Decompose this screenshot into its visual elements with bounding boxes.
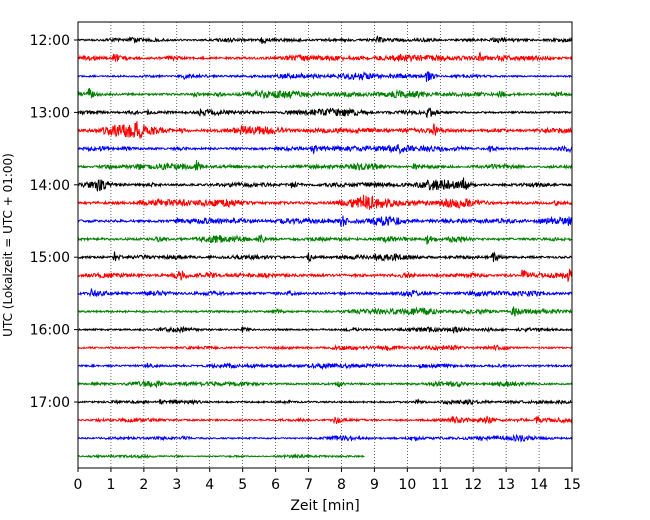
trace-1430 [77,215,573,227]
seismic-traces [77,35,573,460]
trace-1515 [77,268,573,282]
trace-1300 [77,107,573,119]
trace-1600 [77,325,573,334]
trace-1545 [77,306,573,317]
trace-1500 [77,251,573,263]
trace-1330 [77,144,573,155]
trace-1445 [77,234,573,245]
trace-1745 [77,453,365,460]
y-axis-ticks: 12:00 13:00 14:00 15:00 16:00 17:00 [30,33,78,411]
trace-1730 [77,433,573,443]
y-tick-label: 17:00 [30,395,70,411]
y-axis-label: UTC (Lokalzeit = UTC + 01:00) [1,153,15,337]
x-tick-label: 11 [431,477,449,493]
trace-1400 [77,177,573,192]
x-tick-label: 5 [238,477,247,493]
x-tick-label: 13 [497,477,515,493]
trace-1415 [77,194,573,210]
trace-1630 [77,362,573,371]
y-tick-label: 16:00 [30,323,70,339]
y-tick-label: 13:00 [30,105,70,121]
x-tick-label: 15 [563,477,581,493]
plot-frame [77,21,573,469]
trace-1345 [77,160,573,172]
x-tick-label: 3 [172,477,181,493]
x-tick-label: 1 [106,477,115,493]
x-axis-label: Zeit [min] [290,498,359,514]
trace-1215 [77,51,573,63]
trace-1245 [77,88,573,100]
trace-1230 [77,71,573,83]
x-tick-label: 7 [304,477,313,493]
trace-1715 [77,415,573,425]
x-tick-label: 2 [139,477,148,493]
x-tick-label: 12 [464,477,482,493]
trace-1315 [77,121,573,139]
trace-1615 [77,343,573,352]
x-tick-label: 6 [271,477,280,493]
x-tick-label: 8 [337,477,346,493]
x-tick-label: 14 [530,477,548,493]
y-tick-label: 14:00 [30,178,70,194]
grid-lines [110,22,540,468]
trace-1700 [77,398,573,406]
x-tick-label: 9 [370,477,379,493]
x-tick-label: 4 [205,477,214,493]
y-tick-label: 15:00 [30,250,70,266]
trace-1645 [77,379,573,389]
x-tick-label: 0 [74,477,83,493]
y-tick-label: 12:00 [30,33,70,49]
trace-1530 [77,288,573,298]
x-axis-ticks: 0 1 2 3 4 5 6 7 8 9 10 11 12 13 14 15 [74,468,581,493]
trace-1200 [77,35,573,45]
x-tick-label: 10 [398,477,416,493]
